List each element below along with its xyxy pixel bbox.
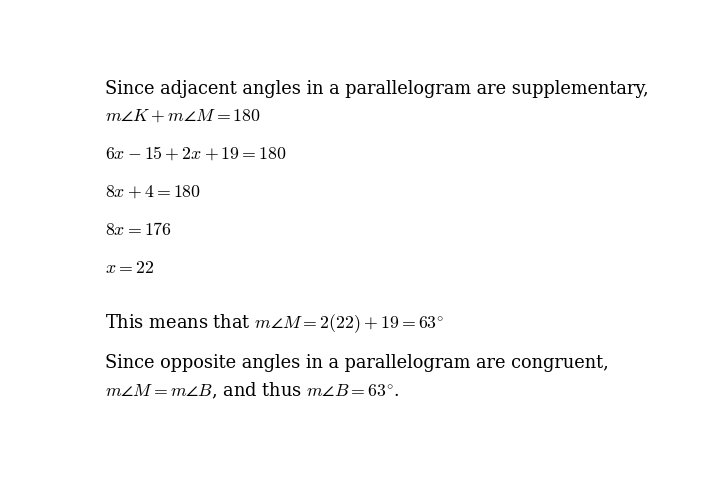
Text: Since opposite angles in a parallelogram are congruent,: Since opposite angles in a parallelogram… bbox=[105, 354, 609, 372]
Text: $6x - 15 + 2x + 19 = 180$: $6x - 15 + 2x + 19 = 180$ bbox=[105, 145, 287, 163]
Text: $8x + 4 = 180$: $8x + 4 = 180$ bbox=[105, 183, 201, 201]
Text: $8x = 176$: $8x = 176$ bbox=[105, 221, 172, 239]
Text: $m\angle M = m\angle B$, and thus $m\angle B = 63^{\circ}$.: $m\angle M = m\angle B$, and thus $m\ang… bbox=[105, 381, 400, 401]
Text: Since adjacent angles in a parallelogram are supplementary,: Since adjacent angles in a parallelogram… bbox=[105, 80, 649, 98]
Text: $m\angle K + m\angle M = 180$: $m\angle K + m\angle M = 180$ bbox=[105, 107, 261, 125]
Text: This means that $m\angle M = 2(22) + 19 = 63^{\circ}$: This means that $m\angle M = 2(22) + 19 … bbox=[105, 312, 444, 335]
Text: $x = 22$: $x = 22$ bbox=[105, 259, 154, 277]
